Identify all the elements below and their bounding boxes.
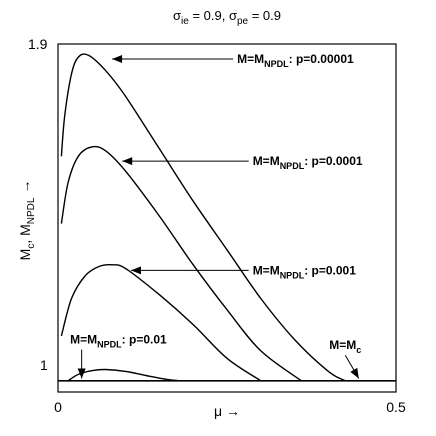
annotation-label-1: M=MNPDL: p=0.0001 [253,154,363,171]
x-tick-label-max: 0.5 [386,399,406,415]
series-line-0 [60,53,346,382]
curves-layer [58,53,396,382]
series-line-3 [67,368,180,382]
plot-frame [57,43,397,393]
annotation-arrowhead-4 [350,367,359,379]
annotation-label-0: M=MNPDL: p=0.00001 [237,52,354,69]
x-axis-label: μ → [214,403,240,419]
y-tick-label-max: 1.9 [28,36,48,52]
series-line-1 [60,145,302,382]
annotations-layer: M=MNPDL: p=0.00001 M=MNPDL: p=0.0001 M=MNP… [70,52,363,379]
x-tick-label-min: 0 [54,399,62,415]
annotation-label-4: M=Mc [329,338,361,355]
annotation-arrowhead-2 [131,266,142,275]
annotation-label-3: M=MNPDL: p=0.01 [70,333,167,350]
annotation-arrowhead-1 [122,157,133,166]
y-tick-label-min: 1 [40,357,48,373]
y-axis-label: Mc, MNPDL → [17,180,37,261]
annotation-label-2: M=MNPDL: p=0.001 [253,263,357,280]
annotation-arrowhead-0 [112,54,123,63]
chart-title: σie = 0.9, σpe = 0.9 [173,8,281,27]
series-line-2 [60,264,262,382]
annotation-arrowhead-3 [77,368,86,379]
